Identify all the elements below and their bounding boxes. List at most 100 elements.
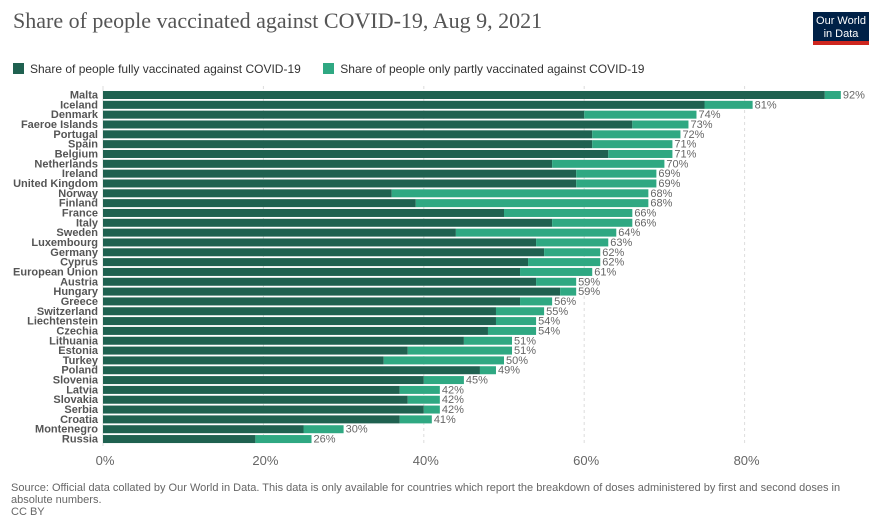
bar-fully-vaccinated[interactable] <box>103 346 408 355</box>
bar-fully-vaccinated[interactable] <box>103 336 464 345</box>
bar-fully-vaccinated[interactable] <box>103 435 256 444</box>
category-label: Czechia <box>56 325 98 337</box>
category-label: Italy <box>76 217 99 229</box>
bar-fully-vaccinated[interactable] <box>103 366 480 375</box>
value-label: 54% <box>538 325 560 337</box>
bar-partly-vaccinated[interactable] <box>504 208 633 217</box>
value-label: 59% <box>578 276 600 288</box>
category-label: France <box>62 207 98 219</box>
bar-fully-vaccinated[interactable] <box>103 179 577 188</box>
bar-fully-vaccinated[interactable] <box>103 208 504 217</box>
category-label: Montenegro <box>35 424 98 436</box>
bar-fully-vaccinated[interactable] <box>103 297 521 306</box>
bar-partly-vaccinated[interactable] <box>479 366 496 375</box>
bar-fully-vaccinated[interactable] <box>103 307 496 316</box>
value-label: 62% <box>602 257 624 269</box>
bar-fully-vaccinated[interactable] <box>103 110 585 119</box>
bar-fully-vaccinated[interactable] <box>103 326 488 335</box>
bar-partly-vaccinated[interactable] <box>495 307 545 316</box>
bar-partly-vaccinated[interactable] <box>824 91 841 99</box>
bar-partly-vaccinated[interactable] <box>463 336 513 345</box>
bar-fully-vaccinated[interactable] <box>103 317 496 326</box>
bar-fully-vaccinated[interactable] <box>103 218 553 227</box>
bar-partly-vaccinated[interactable] <box>407 395 440 404</box>
category-label: Germany <box>50 247 99 259</box>
value-label: 51% <box>514 345 536 357</box>
value-label: 69% <box>658 168 680 180</box>
bar-partly-vaccinated[interactable] <box>704 100 753 109</box>
bar-partly-vaccinated[interactable] <box>383 356 504 365</box>
bar-fully-vaccinated[interactable] <box>103 267 521 276</box>
bar-partly-vaccinated[interactable] <box>536 277 577 286</box>
bar-fully-vaccinated[interactable] <box>103 356 384 365</box>
bar-partly-vaccinated[interactable] <box>255 435 312 444</box>
category-label: Spain <box>68 139 98 151</box>
x-tick-label: 80% <box>734 453 760 468</box>
logo-line-2: in Data <box>823 28 859 40</box>
value-label: 59% <box>578 286 600 298</box>
bars <box>103 91 841 444</box>
bar-partly-vaccinated[interactable] <box>592 130 681 139</box>
bar-partly-vaccinated[interactable] <box>407 346 513 355</box>
bar-partly-vaccinated[interactable] <box>423 405 440 414</box>
bar-partly-vaccinated[interactable] <box>576 179 657 188</box>
bar-partly-vaccinated[interactable] <box>528 258 601 267</box>
value-label: 63% <box>610 237 632 249</box>
bar-fully-vaccinated[interactable] <box>103 376 424 385</box>
bar-fully-vaccinated[interactable] <box>103 199 416 208</box>
bar-partly-vaccinated[interactable] <box>303 425 344 434</box>
license-note[interactable]: CC BY <box>11 506 45 518</box>
bar-partly-vaccinated[interactable] <box>592 140 673 149</box>
bar-fully-vaccinated[interactable] <box>103 385 400 394</box>
bar-partly-vaccinated[interactable] <box>495 317 537 326</box>
bar-partly-vaccinated[interactable] <box>520 297 553 306</box>
bar-fully-vaccinated[interactable] <box>103 140 593 149</box>
bar-fully-vaccinated[interactable] <box>103 238 537 247</box>
bar-fully-vaccinated[interactable] <box>103 405 424 414</box>
value-label: 73% <box>690 119 712 131</box>
bar-fully-vaccinated[interactable] <box>103 415 400 424</box>
bar-fully-vaccinated[interactable] <box>103 189 392 198</box>
bar-fully-vaccinated[interactable] <box>103 425 304 434</box>
bar-partly-vaccinated[interactable] <box>520 267 593 276</box>
bar-partly-vaccinated[interactable] <box>560 287 577 296</box>
bar-partly-vaccinated[interactable] <box>552 159 665 168</box>
bar-partly-vaccinated[interactable] <box>536 238 609 247</box>
bar-partly-vaccinated[interactable] <box>423 376 464 385</box>
bar-fully-vaccinated[interactable] <box>103 130 593 139</box>
category-label: Hungary <box>53 286 99 298</box>
bar-partly-vaccinated[interactable] <box>608 149 673 158</box>
bar-fully-vaccinated[interactable] <box>103 228 456 237</box>
bar-partly-vaccinated[interactable] <box>632 120 689 129</box>
bar-partly-vaccinated[interactable] <box>544 248 601 257</box>
bar-fully-vaccinated[interactable] <box>103 100 705 109</box>
bar-fully-vaccinated[interactable] <box>103 149 609 158</box>
bar-partly-vaccinated[interactable] <box>576 169 657 178</box>
bar-fully-vaccinated[interactable] <box>103 395 408 404</box>
chart-title: Share of people vaccinated against COVID… <box>13 8 543 33</box>
bar-partly-vaccinated[interactable] <box>552 218 633 227</box>
bar-partly-vaccinated[interactable] <box>584 110 697 119</box>
value-label: 42% <box>442 404 464 416</box>
bar-fully-vaccinated[interactable] <box>103 120 633 129</box>
bar-partly-vaccinated[interactable] <box>391 189 649 198</box>
bar-fully-vaccinated[interactable] <box>103 277 537 286</box>
bar-partly-vaccinated[interactable] <box>455 228 617 237</box>
legend-item-full[interactable]: Share of people fully vaccinated against… <box>13 62 301 76</box>
bar-partly-vaccinated[interactable] <box>399 385 440 394</box>
value-label: 61% <box>594 266 616 278</box>
owid-logo[interactable]: Our World in Data <box>813 12 869 45</box>
bar-partly-vaccinated[interactable] <box>415 199 649 208</box>
x-tick-label: 40% <box>413 453 439 468</box>
bar-partly-vaccinated[interactable] <box>399 415 432 424</box>
value-label: 74% <box>698 109 720 121</box>
bar-partly-vaccinated[interactable] <box>487 326 537 335</box>
bar-fully-vaccinated[interactable] <box>103 258 529 267</box>
bar-fully-vaccinated[interactable] <box>103 91 825 99</box>
legend-item-partial[interactable]: Share of people only partly vaccinated a… <box>323 62 644 76</box>
bar-fully-vaccinated[interactable] <box>103 169 577 178</box>
bar-fully-vaccinated[interactable] <box>103 287 561 296</box>
bar-fully-vaccinated[interactable] <box>103 159 553 168</box>
bar-fully-vaccinated[interactable] <box>103 248 545 257</box>
